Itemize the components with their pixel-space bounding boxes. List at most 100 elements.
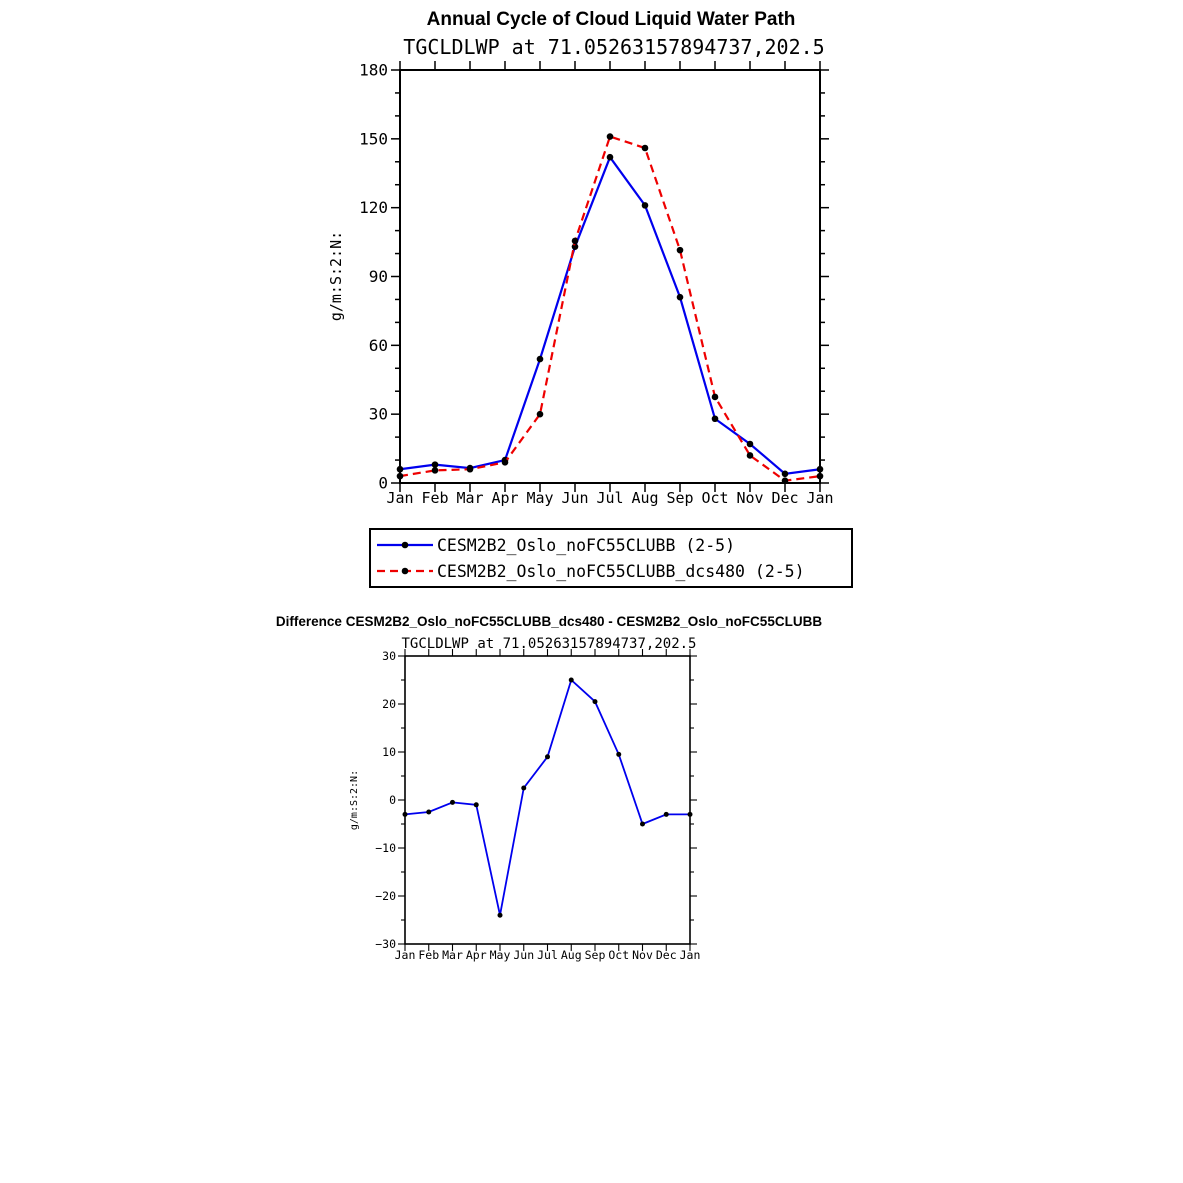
data-point-marker	[450, 799, 455, 805]
data-point-marker	[641, 144, 649, 152]
data-point-marker	[497, 912, 503, 918]
axis-ticks	[391, 61, 829, 492]
x-tick-label: Feb	[421, 489, 448, 507]
data-point-marker	[501, 459, 509, 466]
dashed-line-swatch	[377, 567, 433, 575]
data-point-marker	[545, 754, 550, 760]
x-tick-label: Jan	[395, 948, 416, 962]
x-tick-label: Jun	[561, 489, 588, 507]
legend-marker-dot	[401, 541, 409, 549]
plot-frame	[399, 69, 821, 484]
x-tick-label: Sep	[585, 948, 606, 962]
data-point-marker	[473, 802, 479, 808]
data-point-marker	[426, 809, 432, 815]
x-tick-label: Oct	[701, 489, 728, 507]
y-tick-label: 150	[359, 129, 388, 148]
x-tick-label: Jun	[513, 948, 534, 962]
y-tick-label: 0	[378, 474, 388, 493]
data-point-marker	[676, 293, 684, 301]
data-point-marker	[816, 465, 824, 473]
data-point-marker	[641, 202, 649, 209]
x-tick-label: Oct	[608, 948, 629, 962]
data-point-marker	[687, 811, 693, 817]
x-tick-label: Mar	[456, 489, 483, 507]
data-point-marker	[711, 393, 719, 401]
difference-subtitle: TGCLDLWP at 71.05263157894737,202.5	[401, 636, 696, 652]
legend-item-series1: CESM2B2_Oslo_noFC55CLUBB (2-5)	[376, 532, 847, 558]
y-tick-label: 90	[369, 267, 388, 286]
data-point-marker	[616, 751, 622, 757]
legend-item-series2: CESM2B2_Oslo_noFC55CLUBB_dcs480 (2-5)	[376, 558, 847, 584]
x-tick-label: Dec	[771, 489, 798, 507]
plot-area: −30 −20 −10 0 10 20 30 Jan Feb Mar Apr May Jun Jul Aug…	[375, 649, 700, 962]
x-tick-label: Aug	[631, 489, 658, 507]
y-tick-label: −20	[375, 889, 396, 903]
plot-area: 0 30 60 90 120 150 180 Jan Feb Mar Apr May Jun Jul Aug…	[359, 61, 833, 508]
y-tick-label: 120	[359, 198, 388, 217]
x-tick-label: Jan	[806, 489, 833, 507]
y-tick-label: 10	[382, 745, 396, 759]
x-tick-label: Nov	[736, 489, 763, 507]
x-tick-label: Sep	[666, 489, 693, 507]
y-tick-label: −30	[375, 937, 396, 951]
data-point-marker	[466, 465, 474, 473]
x-tick-label: Jan	[386, 489, 413, 507]
series-CESM2B2_Oslo_noFC55CLUBB_dcs480 (2-5)	[396, 133, 824, 485]
legend-label-series1: CESM2B2_Oslo_noFC55CLUBB (2-5)	[437, 535, 736, 555]
data-point-marker	[396, 465, 404, 473]
data-point-marker	[746, 440, 754, 448]
data-point-marker	[592, 699, 598, 705]
data-point-marker	[816, 472, 824, 480]
x-tick-label: Mar	[442, 948, 463, 962]
data-point-marker	[676, 246, 684, 254]
legend-marker-dot	[401, 567, 409, 575]
data-point-marker	[606, 153, 614, 161]
data-point-marker	[396, 472, 404, 480]
annual-cycle-chart: Annual Cycle of Cloud Liquid Water Path …	[327, 9, 834, 508]
x-tick-label: Nov	[632, 948, 653, 962]
main-title: Annual Cycle of Cloud Liquid Water Path	[427, 9, 796, 30]
y-tick-label: 0	[389, 793, 396, 807]
data-point-marker	[431, 461, 439, 468]
data-point-marker	[711, 415, 719, 423]
x-tick-label: Jul	[537, 948, 558, 962]
difference-title: Difference CESM2B2_Oslo_noFC55CLUBB_dcs4…	[276, 614, 822, 629]
data-point-marker	[402, 811, 408, 817]
data-point-marker	[781, 470, 789, 478]
series-line	[399, 135, 821, 482]
chart-subtitle: TGCLDLWP at 71.05263157894737,202.5	[403, 35, 824, 59]
y-axis-label: g/m:S:2:N:	[349, 770, 360, 830]
y-tick-label: −10	[375, 841, 396, 855]
data-point-marker	[746, 452, 754, 459]
legend: CESM2B2_Oslo_noFC55CLUBB (2-5) CESM2B2_O…	[369, 528, 853, 588]
difference-chart: Difference CESM2B2_Oslo_noFC55CLUBB_dcs4…	[276, 614, 822, 962]
data-point-marker	[606, 133, 614, 140]
y-tick-label: 30	[369, 405, 388, 424]
y-tick-label: 180	[359, 61, 388, 80]
series-difference	[402, 677, 693, 918]
axis-ticks	[398, 649, 697, 951]
data-point-marker	[431, 467, 439, 474]
series-line	[404, 678, 690, 916]
legend-label-series2: CESM2B2_Oslo_noFC55CLUBB_dcs480 (2-5)	[437, 561, 805, 581]
y-axis-label: g/m:S:2:N:	[327, 231, 345, 321]
data-point-marker	[640, 821, 645, 827]
x-tick-label: May	[490, 948, 511, 962]
x-tick-label: Jul	[596, 489, 623, 507]
x-tick-label: Dec	[656, 948, 677, 962]
solid-line-swatch	[377, 541, 433, 549]
y-tick-label: 20	[382, 697, 396, 711]
x-tick-label: Aug	[561, 948, 582, 962]
series-line	[399, 154, 821, 475]
y-tick-label: 30	[382, 649, 396, 663]
x-tick-label: Feb	[418, 948, 439, 962]
x-tick-label: Apr	[491, 489, 518, 507]
data-point-marker	[571, 237, 579, 245]
data-point-marker	[536, 355, 544, 363]
x-tick-label: May	[526, 489, 553, 507]
data-point-marker	[568, 677, 574, 683]
x-tick-label: Apr	[466, 948, 487, 962]
data-point-marker	[536, 410, 544, 418]
y-tick-label: 60	[369, 336, 388, 355]
